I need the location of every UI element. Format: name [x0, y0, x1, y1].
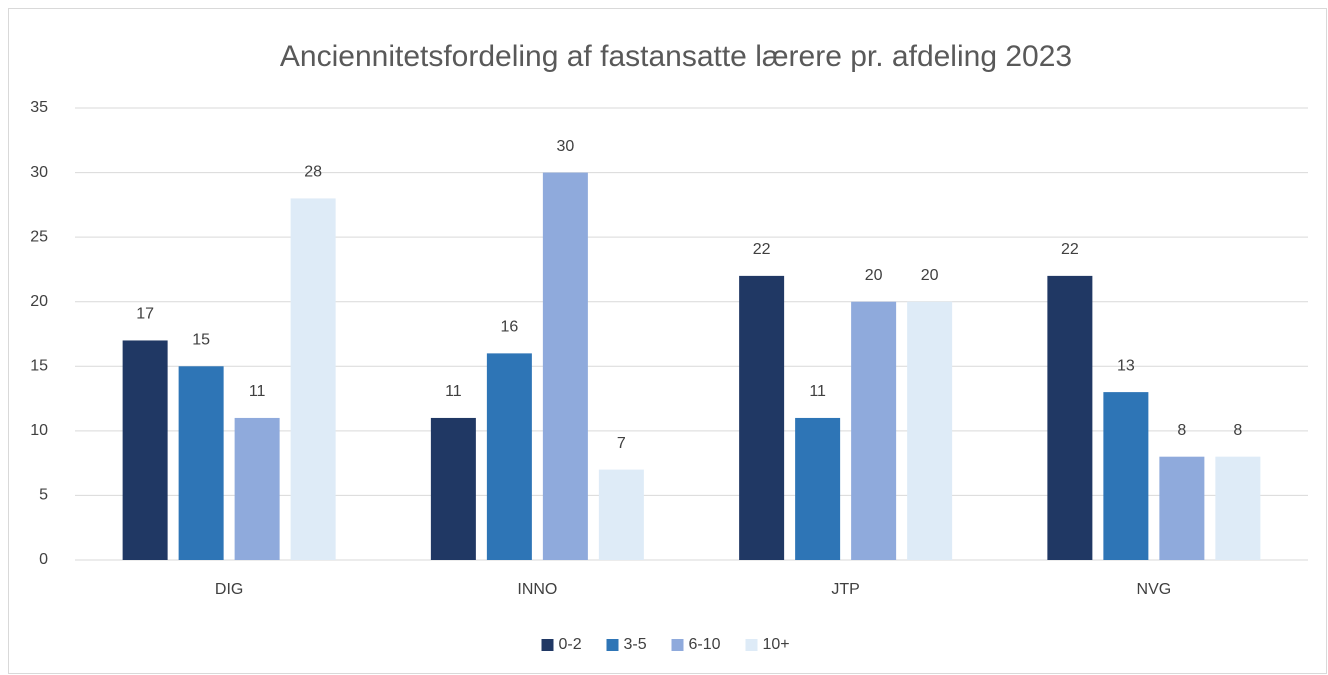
- data-label: 17: [136, 306, 154, 323]
- data-label: 16: [500, 319, 518, 336]
- y-tick-label: 25: [30, 228, 48, 245]
- y-tick-label: 20: [30, 293, 48, 310]
- bar: [542, 172, 588, 561]
- bar: [1215, 456, 1261, 560]
- legend-marker: [671, 639, 684, 651]
- bar: [430, 417, 476, 560]
- x-tick-label: NVG: [1137, 581, 1172, 598]
- y-tick-label: 35: [30, 99, 48, 116]
- bar: [851, 301, 897, 560]
- bar: [122, 340, 168, 560]
- chart-border: [8, 8, 1327, 674]
- data-label: 20: [921, 267, 939, 284]
- bar: [598, 469, 644, 560]
- bar: [795, 417, 841, 560]
- data-label: 7: [617, 435, 626, 452]
- bar: [1159, 456, 1205, 560]
- legend-marker: [606, 639, 619, 651]
- bar: [1103, 392, 1149, 560]
- data-label: 8: [1177, 422, 1186, 439]
- x-tick-label: JTP: [831, 581, 859, 598]
- data-label: 11: [809, 383, 826, 400]
- bar: [178, 366, 224, 560]
- bar: [290, 198, 336, 560]
- data-label: 20: [865, 267, 883, 284]
- y-tick-label: 0: [39, 551, 48, 568]
- data-label: 11: [249, 383, 266, 400]
- data-label: 13: [1117, 357, 1135, 374]
- y-tick-label: 5: [39, 487, 48, 504]
- legend-label: 10+: [763, 636, 790, 653]
- bar: [486, 353, 532, 560]
- data-label: 30: [556, 138, 574, 155]
- legend-marker: [745, 639, 758, 651]
- x-tick-label: INNO: [517, 581, 557, 598]
- y-tick-label: 15: [30, 358, 48, 375]
- bar: [907, 301, 953, 560]
- legend-label: 0-2: [559, 636, 582, 653]
- data-label: 28: [304, 164, 322, 181]
- bar: [234, 417, 280, 560]
- data-label: 22: [753, 241, 771, 258]
- bar: [1047, 275, 1093, 560]
- data-label: 8: [1233, 422, 1242, 439]
- data-label: 11: [445, 383, 462, 400]
- x-tick-label: DIG: [215, 581, 243, 598]
- y-tick-label: 10: [30, 422, 48, 439]
- legend-label: 3-5: [624, 636, 647, 653]
- data-label: 22: [1061, 241, 1079, 258]
- chart-title: Anciennitetsfordeling af fastansatte lær…: [280, 40, 1072, 73]
- data-label: 15: [192, 332, 210, 349]
- bar: [739, 275, 785, 560]
- legend-marker: [541, 639, 554, 651]
- y-tick-label: 30: [30, 164, 48, 181]
- legend-label: 6-10: [689, 636, 721, 653]
